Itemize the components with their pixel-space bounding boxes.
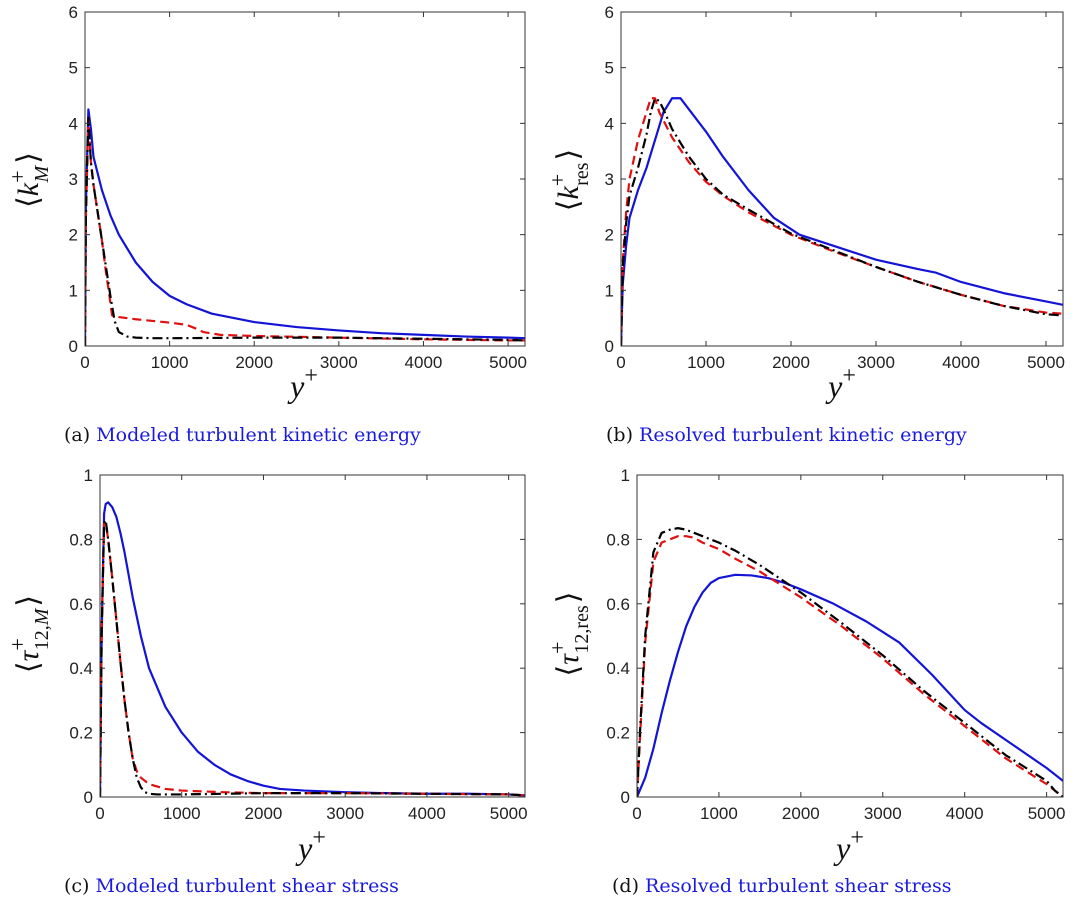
x-tick-label: 3000	[320, 353, 358, 372]
caption-text: Resolved turbulent kinetic energy	[639, 424, 967, 446]
x-axis-label: y+	[825, 363, 856, 404]
y-tick-label: 2	[605, 226, 614, 245]
y-tick-label: 3	[605, 170, 614, 189]
x-tick-label: 5000	[490, 804, 528, 823]
series-line-solid	[637, 573, 1063, 797]
y-tick-label: 1	[84, 466, 93, 485]
caption: (c) Modeled turbulent shear stress	[64, 875, 399, 897]
y-tick-label: 4	[605, 114, 614, 133]
caption: (a) Modeled turbulent kinetic energy	[64, 424, 421, 446]
y-tick-label: 5	[69, 59, 78, 78]
x-tick-label: 0	[95, 804, 104, 823]
series-line-dashed	[100, 522, 525, 797]
caption-text: Resolved turbulent shear stress	[645, 875, 951, 897]
series-line-solid	[621, 97, 1063, 346]
x-tick-label: 5000	[1028, 804, 1066, 823]
chart-panel-b: 0 1000 2000 3000 4000 5000 0 1 2 3 4 5 6 y+ ⟨k+res⟩ (b)…	[545, 3, 1065, 446]
series-line-dashed	[85, 116, 525, 346]
x-tick-label: 2000	[245, 804, 283, 823]
x-tick-label: 0	[632, 804, 641, 823]
y-tick-label: 0.8	[69, 530, 93, 549]
series-line-dashdot	[100, 518, 525, 797]
y-tick-label: 0.8	[606, 530, 630, 549]
y-tick-label: 0.2	[69, 724, 93, 743]
x-tick-label: 1000	[700, 804, 738, 823]
y-tick-label: 2	[69, 226, 78, 245]
x-tick-label: 0	[80, 353, 89, 372]
series-line-dashdot	[85, 116, 525, 346]
chart-panel-c: 0 1000 2000 3000 4000 5000 0 0.2 0.4 0.6 0.8 1 y+ ⟨τ+…	[5, 466, 528, 897]
y-tick-label: 0.6	[606, 595, 630, 614]
x-tick-label: 4000	[946, 804, 984, 823]
chart-panel-d: 0 1000 2000 3000 4000 5000 0 0.2 0.4 0.6 0.8 1 y+ ⟨τ+…	[545, 466, 1066, 897]
plot-frame	[84, 11, 526, 347]
y-axis-label: ⟨τ+12,res⟩	[545, 592, 593, 677]
y-tick-label: 0	[84, 788, 93, 807]
y-tick-label: 0	[605, 337, 614, 356]
y-tick-label: 5	[605, 59, 614, 78]
y-tick-label: 4	[69, 114, 78, 133]
y-tick-label: 0	[69, 337, 78, 356]
x-tick-label: 3000	[326, 804, 364, 823]
y-tick-label: 0.2	[606, 724, 630, 743]
x-tick-label: 1000	[163, 804, 201, 823]
series-line-dashed	[621, 97, 1063, 346]
y-tick-label: 6	[69, 3, 78, 22]
series-line-solid	[85, 108, 525, 346]
x-axis-label: y+	[295, 825, 326, 866]
x-tick-label: 2000	[782, 804, 820, 823]
caption-tag: (c)	[64, 875, 96, 897]
y-tick-label: 6	[605, 3, 614, 22]
plot-frame	[620, 11, 1064, 347]
y-tick-label: 0	[621, 788, 630, 807]
x-tick-label: 4000	[942, 353, 980, 372]
x-tick-label: 2000	[235, 353, 273, 372]
y-axis-label: ⟨k+res⟩	[545, 149, 593, 212]
chart-panel-a: 0 1000 2000 3000 4000 5000 0 1 2 3 4 5 6 y+ ⟨k+M⟩ (a) M…	[5, 3, 527, 446]
x-tick-label: 4000	[405, 353, 443, 372]
y-axis-label: ⟨k+M⟩	[5, 152, 53, 208]
y-tick-label: 0.4	[69, 659, 93, 678]
y-axis-label: ⟨τ+12,M⟩	[5, 595, 53, 673]
series-line-solid	[100, 501, 525, 797]
y-tick-label: 3	[69, 170, 78, 189]
caption-text: Modeled turbulent shear stress	[96, 875, 399, 897]
series-line-dashed	[637, 535, 1063, 797]
x-tick-label: 4000	[408, 804, 446, 823]
x-tick-label: 1000	[151, 353, 189, 372]
x-tick-label: 3000	[857, 353, 895, 372]
plot-frame	[99, 474, 526, 798]
x-tick-label: 3000	[864, 804, 902, 823]
x-tick-label: 0	[616, 353, 625, 372]
x-tick-label: 2000	[772, 353, 810, 372]
caption-tag: (a)	[64, 424, 96, 446]
caption-tag: (b)	[606, 424, 639, 446]
caption-tag: (d)	[612, 875, 645, 897]
caption-text: Modeled turbulent kinetic energy	[96, 424, 421, 446]
series-line-dashdot	[637, 527, 1063, 797]
y-tick-label: 1	[69, 281, 78, 300]
y-tick-label: 1	[621, 466, 630, 485]
series-line-dashdot	[621, 97, 1063, 346]
x-tick-label: 1000	[687, 353, 725, 372]
plot-frame	[636, 474, 1064, 798]
caption: (d) Resolved turbulent shear stress	[612, 875, 952, 897]
y-tick-label: 0.6	[69, 595, 93, 614]
caption: (b) Resolved turbulent kinetic energy	[606, 424, 967, 446]
x-tick-label: 5000	[1027, 353, 1065, 372]
x-axis-label: y+	[287, 363, 318, 404]
y-tick-label: 1	[605, 281, 614, 300]
x-axis-label: y+	[833, 825, 864, 866]
x-tick-label: 5000	[489, 353, 527, 372]
y-tick-label: 0.4	[606, 659, 630, 678]
